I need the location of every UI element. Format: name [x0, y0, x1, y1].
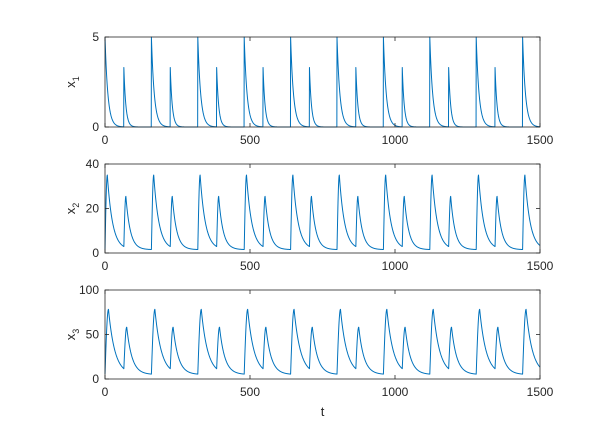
y-axis-label: x1: [63, 76, 81, 88]
y-tick-label: 20: [86, 202, 100, 216]
y-tick-label: 40: [86, 157, 100, 171]
x-tick-label: 500: [240, 385, 260, 399]
x-tick-label: 1000: [382, 133, 409, 147]
y-tick-label: 50: [86, 328, 100, 342]
subplot-2: 0 500 1000 1500 0 20 40 x2: [63, 157, 554, 273]
x-tick-label: 1500: [527, 259, 554, 273]
x-tick-label: 500: [240, 133, 260, 147]
x-tick-label: 1000: [382, 385, 409, 399]
series-line-1: [104, 36, 541, 128]
y-tick-label: 100: [79, 283, 99, 297]
y-tick-label: 0: [92, 246, 99, 260]
axes-box: [104, 36, 541, 128]
y-tick-label: 0: [92, 120, 99, 134]
x-tick-label: 1500: [527, 133, 554, 147]
x-tick-label: 0: [102, 259, 109, 273]
y-axis-label: x2: [63, 203, 81, 215]
y-axis-label: x3: [63, 329, 81, 341]
x-axis-label: t: [321, 404, 325, 419]
x-tick-label: 1500: [527, 385, 554, 399]
x-tick-label: 1000: [382, 259, 409, 273]
subplot-1: 0 500 1000 1500 0 5 x1: [63, 30, 554, 147]
series-line-3: [104, 308, 541, 375]
subplot-3: 0 500 1000 1500 0 50 100 x3 t: [63, 283, 554, 419]
x-tick-label: 500: [240, 259, 260, 273]
x-tick-label: 0: [102, 133, 109, 147]
series-line-2: [104, 174, 541, 250]
y-tick-label: 0: [92, 372, 99, 386]
x-tick-label: 0: [102, 385, 109, 399]
y-tick-label: 5: [92, 30, 99, 44]
